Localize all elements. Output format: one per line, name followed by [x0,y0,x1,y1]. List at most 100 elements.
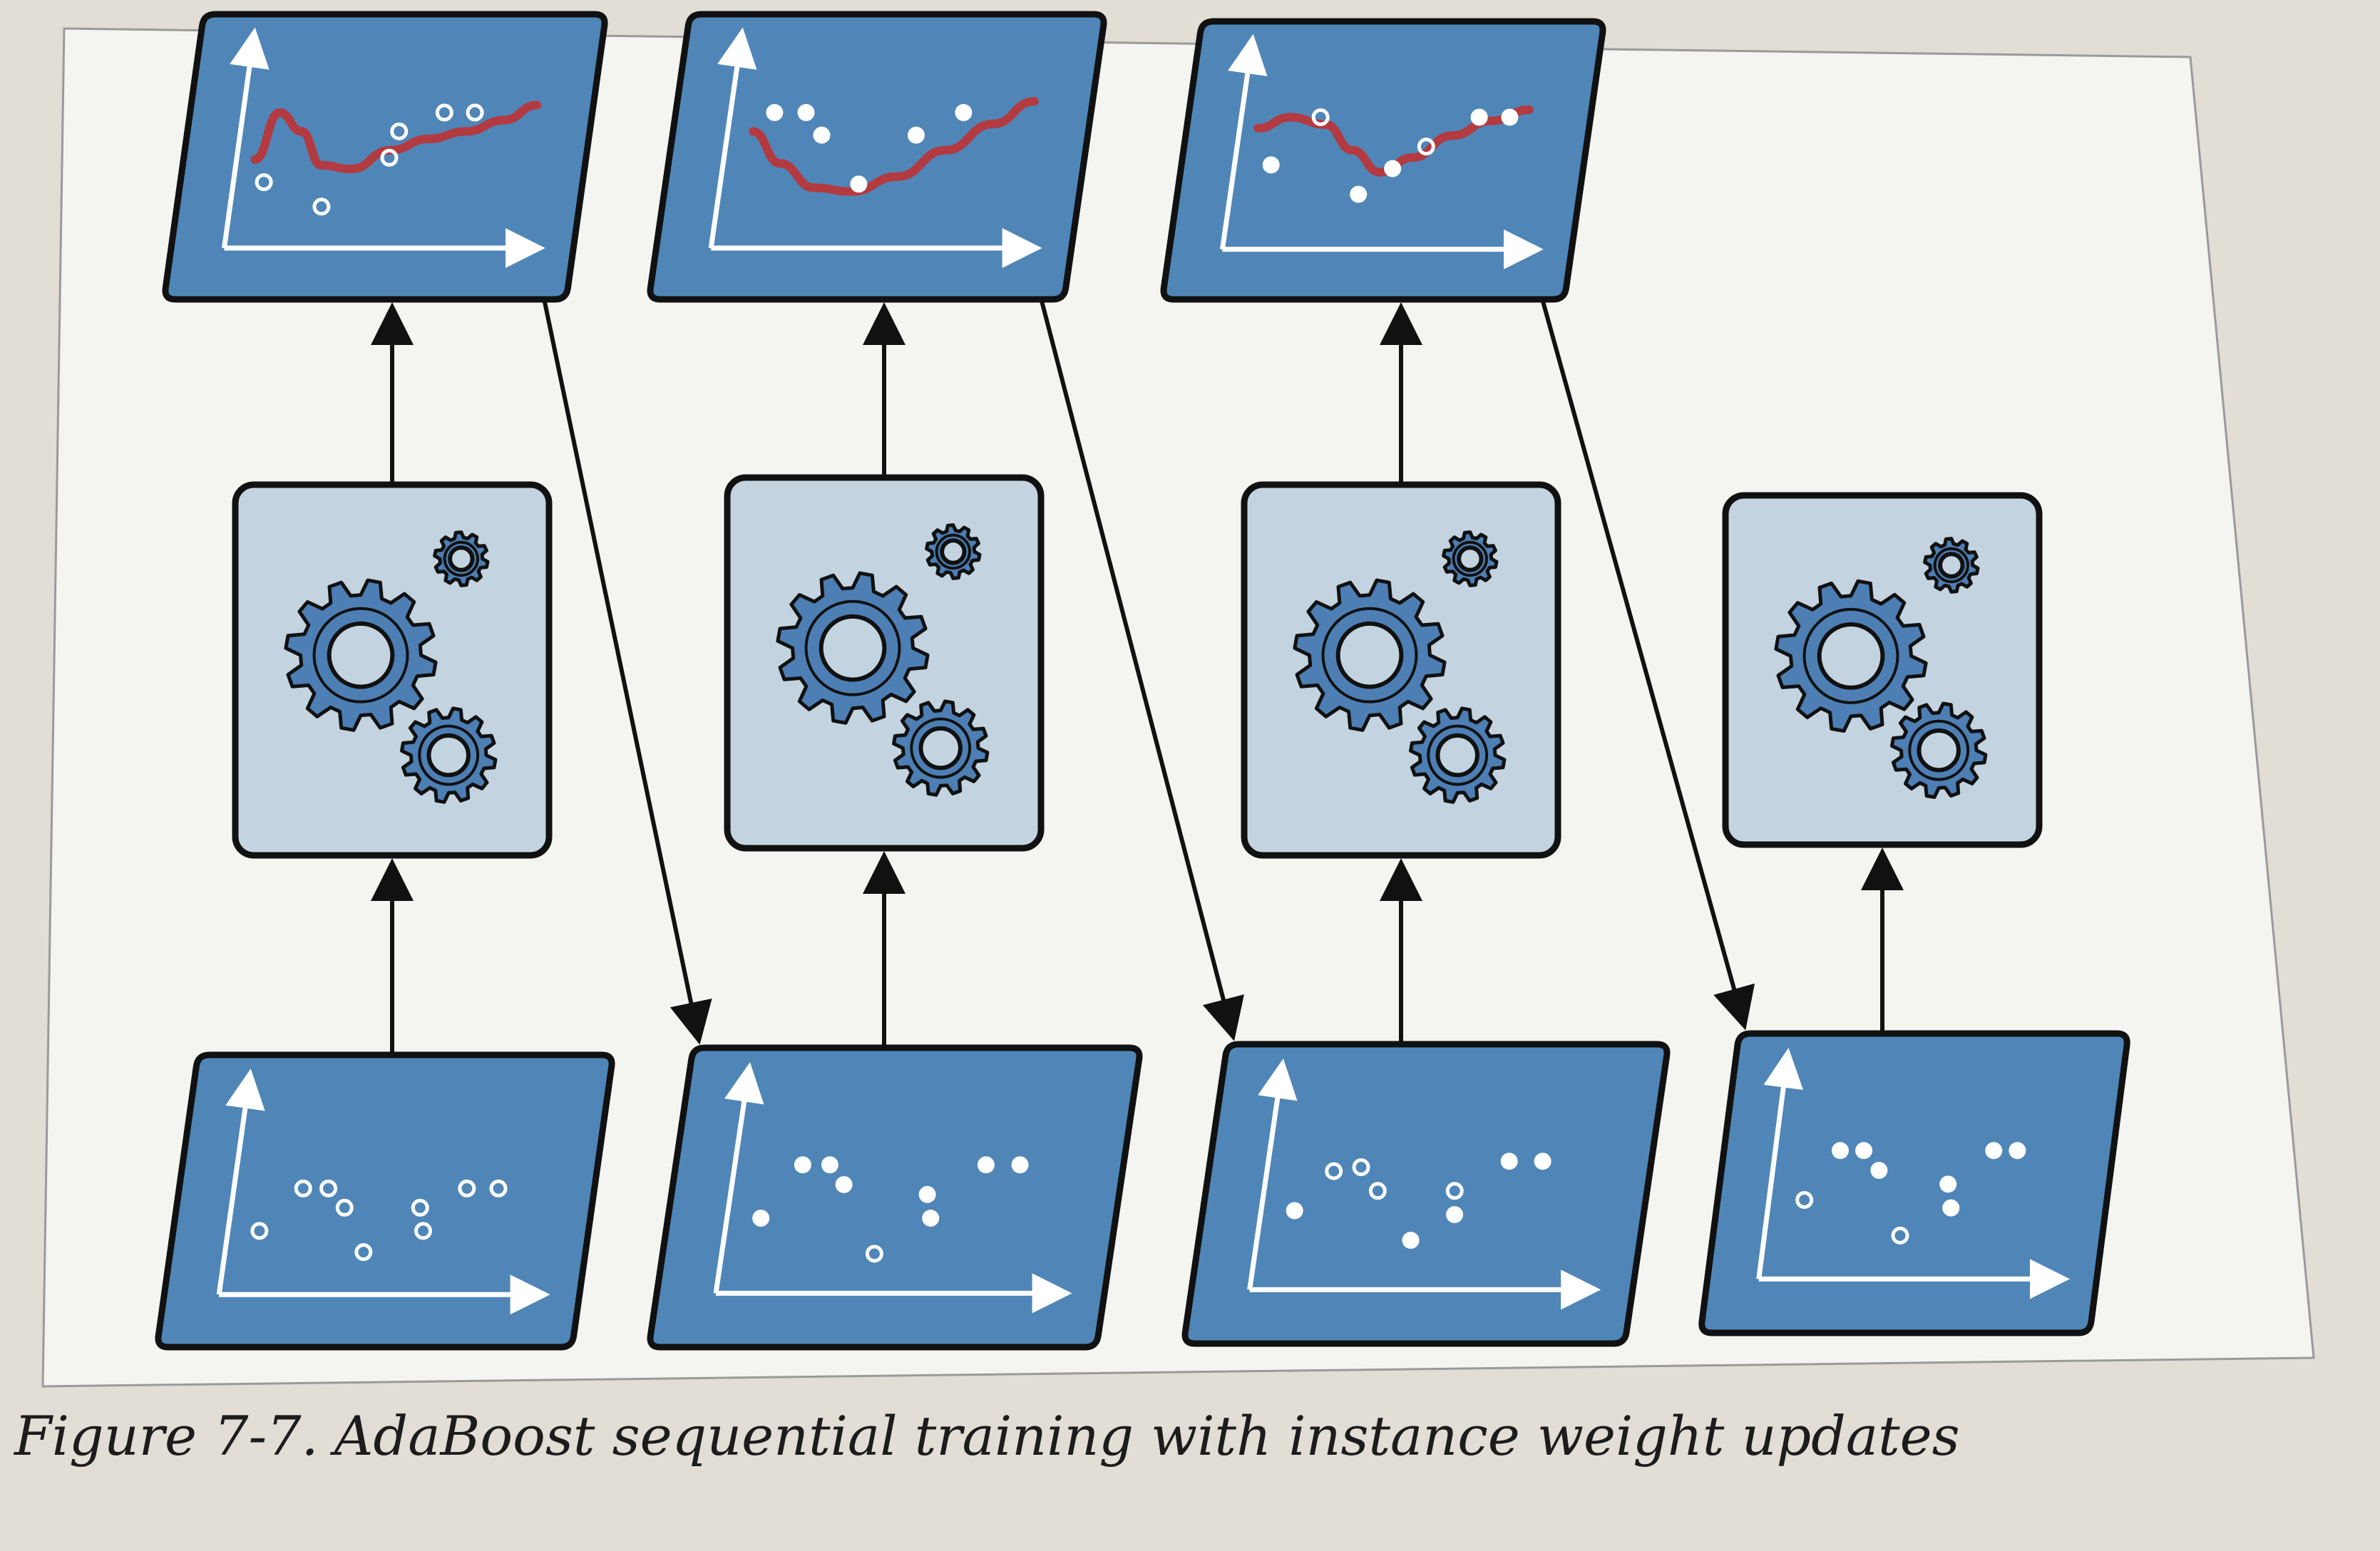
data-point [1325,1162,1343,1180]
arrows-layer [371,299,1904,1055]
data-point [1942,1199,1960,1217]
axes-icon [1756,1048,2070,1299]
data-point [1501,108,1519,126]
y-axis [1247,1058,1298,1290]
data-point [907,126,925,144]
data-point [821,1156,838,1174]
gear-hole [1817,622,1885,690]
gear-hole [819,614,887,682]
gear-hole [327,621,395,689]
data-point [1402,1232,1420,1249]
data-point [977,1156,995,1174]
gear-hole [1435,733,1479,778]
gear-hole [448,545,475,572]
predictor-panel-3 [1241,481,1561,859]
y-axis [1219,34,1268,250]
gear-hole [1917,728,1961,773]
data-point [390,122,409,140]
figure-label: Figure 7-7. [14,1404,319,1468]
data-point [955,103,973,121]
data-point [319,1179,338,1197]
y-axis [708,27,757,249]
prediction-panel-1-frame [162,11,608,303]
data-point [312,197,331,216]
data-point [1470,108,1488,126]
gears-icon [776,523,990,797]
data-point [797,103,815,121]
arrow-reweight-1 [542,299,712,1045]
training-set-panel-2 [647,1044,1143,1351]
axes-icon [713,1062,1072,1314]
gear-icon [1442,530,1499,587]
data-point [1939,1175,1957,1193]
axes-icon [216,1068,550,1315]
gear-icon [776,571,930,725]
data-point [850,175,868,193]
data-point [835,1175,853,1193]
gear-icon [1923,537,1980,594]
data-point [1368,1182,1387,1200]
arrow-reweight-2 [1039,299,1244,1041]
data-point [1855,1142,1873,1160]
gear-icon [1774,579,1928,733]
predictor-panel-1 [232,481,553,859]
training-set-panel-4 [1698,1030,2130,1336]
data-point [466,103,484,122]
data-point [1311,108,1330,126]
data-point [489,1179,508,1197]
data-point [1500,1153,1518,1170]
gears-icon [284,530,498,804]
gear-hole [1938,552,1965,579]
data-point [414,1222,433,1240]
data-point [865,1245,883,1263]
gear-hole [940,538,967,565]
data-point [354,1243,373,1262]
y-axis [1756,1048,1804,1279]
arrow-reweight-3 [1540,299,1755,1031]
data-point [1350,185,1368,203]
gear-icon [892,699,990,797]
training-set-panel-1 [155,1051,615,1351]
gears-icon [1774,537,1988,799]
prediction-curve [250,101,542,174]
predictor-panel-4 [1722,492,2043,848]
panels-layer [155,11,2130,1351]
data-point [1891,1226,1909,1245]
y-axis [216,1068,265,1295]
prediction-panel-3-frame [1160,18,1606,303]
data-point [335,1198,354,1217]
data-point [1870,1161,1888,1179]
prediction-panel-3 [1160,18,1606,303]
data-point [1795,1191,1814,1210]
data-point [458,1179,476,1197]
data-point [1262,156,1280,174]
data-point [1286,1202,1303,1220]
gear-icon [433,530,490,587]
data-point [2009,1142,2026,1160]
prediction-curve [749,97,1039,196]
data-point [1534,1153,1551,1170]
gear-hole [1335,621,1404,689]
gear-hole [426,733,471,778]
y-axis [221,27,270,249]
gear-hole [918,726,963,771]
prediction-panel-2 [647,11,1107,303]
data-point [1011,1156,1029,1174]
training-set-panel-4-frame [1698,1030,2130,1336]
axes-icon [221,27,545,268]
data-point [922,1210,940,1227]
data-point [255,173,273,192]
prediction-panel-1 [162,11,608,303]
axes-icon [1247,1058,1601,1310]
training-set-panel-2-frame [647,1044,1143,1351]
y-axis [713,1062,764,1294]
data-point [411,1198,429,1217]
data-point [380,148,399,167]
data-point [250,1222,269,1240]
predictor-panel-2 [724,474,1045,852]
gears-icon [1293,530,1507,804]
gear-icon [400,706,498,804]
data-point [1446,1206,1464,1224]
figure-title: AdaBoost sequential training with instan… [334,1404,1960,1468]
